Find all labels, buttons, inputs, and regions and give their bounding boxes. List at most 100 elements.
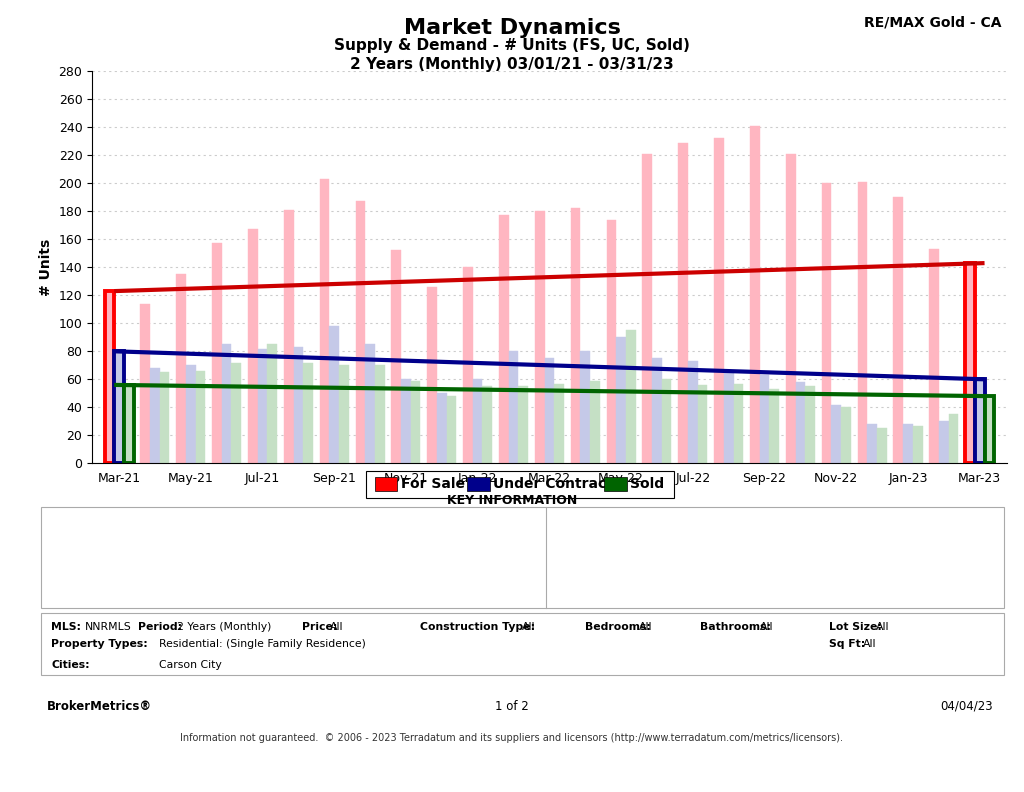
Text: MLS:: MLS: (51, 623, 81, 632)
Bar (966, 263, 975, 463)
Text: 2 Years (Monthly): 2 Years (Monthly) (177, 623, 271, 632)
Text: Supply & Demand - # Units (FS, UC, Sold): Supply & Demand - # Units (FS, UC, Sold) (334, 38, 690, 53)
Bar (697, 385, 708, 463)
Bar (499, 215, 509, 463)
Bar (581, 352, 590, 463)
Bar (482, 386, 493, 463)
Bar (330, 326, 339, 463)
Bar (427, 287, 437, 463)
Bar (248, 230, 258, 463)
Text: Sold
-14.3%: Sold -14.3% (909, 549, 947, 570)
Bar (688, 361, 697, 463)
Text: Bathrooms:: Bathrooms: (700, 623, 771, 632)
Bar (375, 365, 385, 463)
Bar (509, 352, 518, 463)
Bar (258, 348, 267, 463)
Bar (714, 139, 724, 463)
Bar (186, 365, 196, 463)
Text: All: All (863, 639, 877, 649)
Bar (750, 126, 760, 463)
Bar (821, 183, 831, 463)
Bar (857, 182, 867, 463)
Bar (877, 428, 887, 463)
Bar (662, 379, 672, 463)
Bar (391, 250, 401, 463)
Bar (212, 243, 222, 463)
Text: Lot Size:: Lot Size: (829, 623, 883, 632)
Bar (652, 358, 662, 463)
Bar (867, 424, 877, 463)
Bar (355, 201, 366, 463)
Text: 1 of 2: 1 of 2 (496, 700, 528, 713)
Text: UC
-25.0%: UC -25.0% (756, 549, 794, 570)
Bar (267, 345, 278, 463)
Bar (463, 268, 473, 463)
Bar (196, 371, 205, 463)
Text: Period:: Period: (138, 623, 182, 632)
Text: BrokerMetrics®: BrokerMetrics® (47, 700, 153, 713)
Bar (140, 303, 151, 463)
Text: Construction Type:: Construction Type: (420, 623, 535, 632)
Text: All: All (522, 623, 536, 632)
FancyArrow shape (887, 529, 969, 581)
Bar (284, 210, 294, 463)
Text: All: All (330, 623, 343, 632)
Bar (616, 337, 626, 463)
Bar (104, 291, 115, 463)
Bar (805, 386, 815, 463)
Bar (294, 347, 303, 463)
Bar (912, 425, 923, 463)
Bar (124, 385, 133, 463)
Bar (724, 372, 733, 463)
Text: For Sale: For Sale (401, 477, 465, 491)
Text: KEY INFORMATION: KEY INFORMATION (446, 494, 578, 507)
Bar (984, 396, 994, 463)
Bar (939, 421, 948, 463)
Bar (785, 154, 796, 463)
Bar (626, 330, 636, 463)
Bar (545, 358, 554, 463)
Text: Property Types:: Property Types: (51, 639, 147, 649)
Text: All: All (876, 623, 889, 632)
Bar (231, 363, 242, 463)
Bar (570, 208, 581, 463)
Bar (760, 375, 769, 463)
Bar (366, 345, 375, 463)
FancyArrow shape (581, 535, 663, 586)
Text: Cities:: Cities: (51, 661, 90, 670)
Bar (642, 154, 652, 463)
Bar (437, 394, 446, 463)
Bar (222, 345, 231, 463)
Text: RE/MAX Gold - CA: RE/MAX Gold - CA (864, 16, 1001, 30)
Bar (930, 249, 939, 463)
FancyArrow shape (734, 529, 816, 581)
Text: Market Dynamics: Market Dynamics (403, 18, 621, 38)
Bar (903, 424, 912, 463)
Bar (446, 396, 457, 463)
Bar (303, 363, 313, 463)
Text: Residential: (Single Family Residence): Residential: (Single Family Residence) (159, 639, 366, 649)
Bar (841, 407, 851, 463)
Text: All: All (639, 623, 652, 632)
Text: Carson City: Carson City (159, 661, 221, 670)
Bar (319, 179, 330, 463)
Text: Price:: Price: (302, 623, 338, 632)
Bar (411, 381, 421, 463)
Bar (733, 383, 743, 463)
Bar (473, 379, 482, 463)
Text: 04/04/23: 04/04/23 (941, 700, 993, 713)
Bar (339, 365, 349, 463)
Bar (554, 383, 564, 463)
Bar (518, 386, 528, 463)
Text: For Sale
+16.3%: For Sale +16.3% (599, 545, 644, 566)
Bar (831, 405, 841, 463)
Text: Under Contract: Under Contract (494, 477, 613, 491)
Bar (606, 219, 616, 463)
Text: 2 Years (Monthly) 03/01/21 - 03/31/23: 2 Years (Monthly) 03/01/21 - 03/31/23 (350, 57, 674, 72)
Bar (115, 352, 124, 463)
Y-axis label: # Units: # Units (39, 238, 53, 296)
Text: Sq Ft:: Sq Ft: (829, 639, 865, 649)
Bar (160, 372, 169, 463)
Bar (176, 274, 186, 463)
Bar (769, 389, 779, 463)
